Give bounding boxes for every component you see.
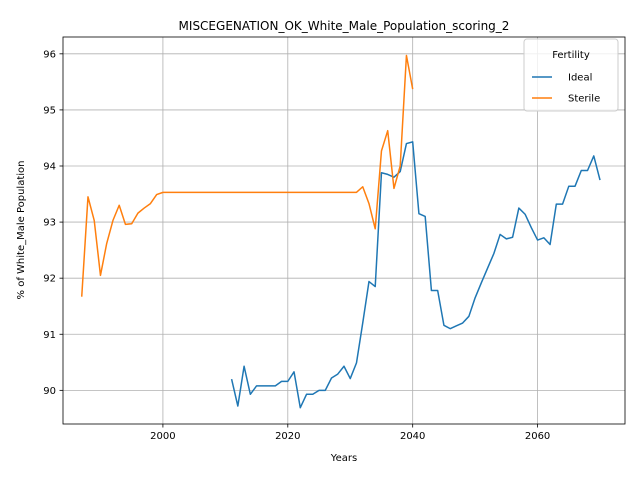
ticks: 2000 2020 2040 2060 90 91 92 93 94 95 96	[43, 49, 550, 442]
y-tick-label: 91	[43, 330, 56, 341]
y-tick-label: 90	[43, 386, 56, 397]
series-layer	[80, 54, 601, 409]
y-axis-label: % of White_Male Population	[16, 161, 27, 300]
y-tick-label: 93	[43, 218, 56, 229]
legend: Fertility Ideal Sterile	[523, 38, 619, 112]
series-line-sterile	[80, 54, 414, 297]
x-tick-label: 2020	[275, 431, 300, 442]
x-tick-label: 2000	[150, 431, 175, 442]
plot-frame	[62, 36, 626, 425]
x-tick-label: 2040	[400, 431, 425, 442]
legend-label-ideal: Ideal	[568, 73, 592, 84]
x-tick-label: 2060	[525, 431, 550, 442]
y-tick-label: 92	[43, 274, 56, 285]
x-axis-label: Years	[330, 453, 357, 464]
y-tick-label: 94	[43, 162, 56, 173]
series-line-ideal	[230, 141, 601, 409]
legend-label-sterile: Sterile	[568, 94, 600, 105]
legend-box	[523, 38, 619, 112]
y-tick-label: 95	[43, 105, 56, 116]
legend-title: Fertility	[552, 50, 590, 61]
legend-items: Ideal Sterile	[532, 73, 600, 105]
chart-title: MISCEGENATION_OK_White_Male_Population_s…	[179, 19, 510, 33]
y-tick-label: 96	[43, 49, 56, 60]
